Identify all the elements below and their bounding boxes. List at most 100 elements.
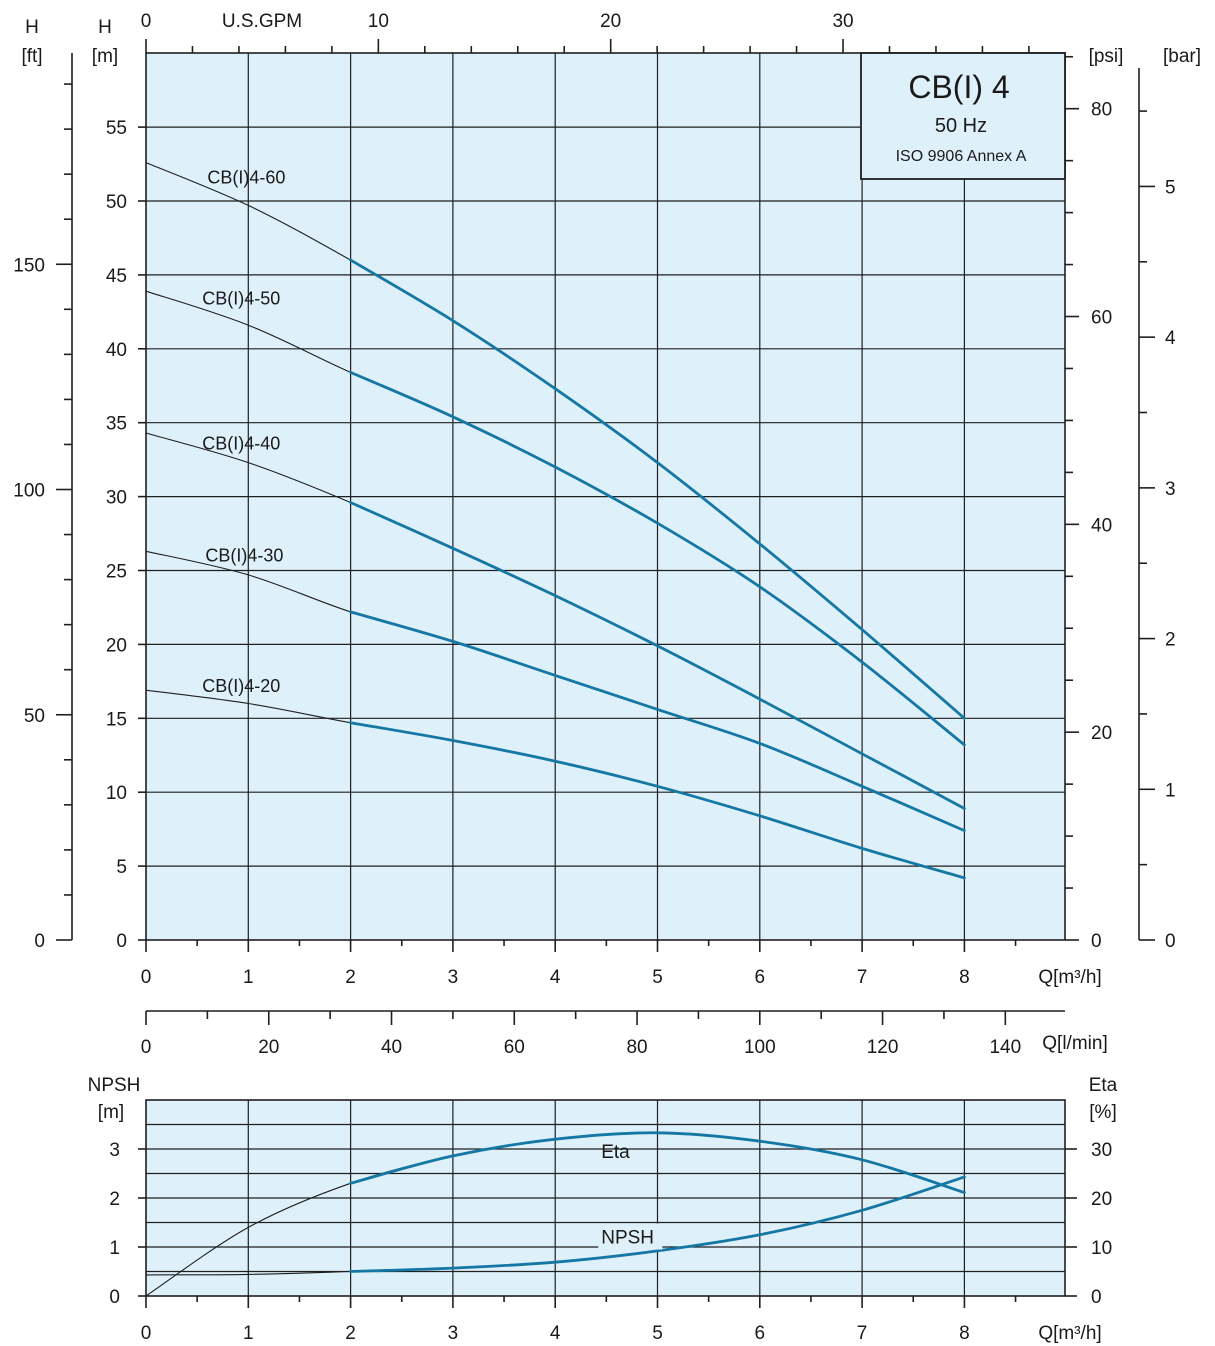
tick-label-m: 45 <box>106 266 127 287</box>
tick-label-q-lower: 0 <box>141 1323 152 1344</box>
tick-label-q-lower: 2 <box>345 1323 356 1344</box>
tick-label-psi: 0 <box>1091 931 1102 952</box>
curve-cb-i-4-50-line <box>349 371 966 747</box>
tick-label-npsh: 0 <box>109 1287 120 1308</box>
tick-label-lmin: 120 <box>867 1037 899 1058</box>
curve-eta-line <box>349 1131 966 1194</box>
chart-subtitle: 50 Hz <box>935 115 987 137</box>
curve-npsh-line <box>349 1175 966 1273</box>
tick-label-eta: 30 <box>1091 1140 1112 1161</box>
tick-label-m: 0 <box>116 931 127 952</box>
label-psi: [psi] <box>1089 46 1124 67</box>
title-box: CB(I) 4 50 Hz ISO 9906 Annex A <box>860 52 1066 180</box>
tick-label-gpm: 10 <box>368 11 389 32</box>
tick-label-m: 35 <box>106 414 127 435</box>
axis-pressure-psi: 0 20 40 60 80 <box>1065 55 1112 952</box>
tick-label-lmin: 20 <box>258 1037 279 1058</box>
series-label-cb-i-4-30: CB(I)4-30 <box>205 546 283 566</box>
tick-label-q-lower: 8 <box>959 1323 970 1344</box>
label-q-m3h-lower: Q[m³/h] <box>1038 1323 1101 1344</box>
tick-label-q-lower: 7 <box>857 1323 868 1344</box>
axis-pressure-bar: 0 1 2 3 4 5 <box>1138 68 1176 952</box>
tick-label-m: 50 <box>106 192 127 213</box>
tick-label-q: 2 <box>345 967 356 988</box>
tick-label-q: 8 <box>959 967 970 988</box>
tick-label-q-lower: 5 <box>652 1323 663 1344</box>
tick-label-lmin: 100 <box>744 1037 776 1058</box>
axis-eta-percent: 0 10 20 30 <box>1065 1140 1112 1308</box>
curve-cb-i-4-30-line <box>349 610 966 832</box>
chart-note: ISO 9906 Annex A <box>896 148 1027 165</box>
series-label-cb-i-4-40: CB(I)4-40 <box>202 433 280 453</box>
label-npsh: NPSH <box>88 1075 141 1096</box>
series-label-cb-i-4-50: CB(I)4-50 <box>202 289 280 309</box>
tick-label-q-lower: 6 <box>755 1323 766 1344</box>
head-chart: CB(I)4-60 CB(I)4-50 CB(I)4-40 CB(I)4-30 CB(I… <box>13 11 1201 1058</box>
tick-label-bar: 0 <box>1165 931 1176 952</box>
tick-label-ft: 100 <box>13 481 45 502</box>
tick-label-gpm: 0 <box>141 11 152 32</box>
tick-label-m: 25 <box>106 562 127 583</box>
tick-label-bar: 5 <box>1165 177 1176 198</box>
label-q-m3h: Q[m³/h] <box>1038 967 1101 988</box>
tick-label-m: 20 <box>106 635 127 656</box>
curve-cb-i-4-40-line <box>349 501 966 810</box>
tick-label-q: 1 <box>243 967 254 988</box>
tick-label-bar: 1 <box>1165 780 1176 801</box>
label-h-ft-unit: [ft] <box>21 46 42 67</box>
tick-label-q: 4 <box>550 967 561 988</box>
tick-label-q: 6 <box>755 967 766 988</box>
tick-label-q-lower: 3 <box>448 1323 459 1344</box>
label-bg <box>598 1223 663 1250</box>
tick-label-ft: 150 <box>13 255 45 276</box>
tick-label-ft: 50 <box>24 706 45 727</box>
tick-label-m: 10 <box>106 783 127 804</box>
axis-head-m: 0 5 10 15 20 25 30 35 40 45 50 55 <box>106 118 146 952</box>
tick-label-lmin: 140 <box>989 1037 1021 1058</box>
axis-head-ft: 0 50 100 150 <box>13 53 73 952</box>
tick-label-m: 40 <box>106 340 127 361</box>
tick-label-lmin: 80 <box>626 1037 647 1058</box>
tick-label-psi: 40 <box>1091 515 1112 536</box>
tick-label-npsh: 2 <box>109 1189 120 1210</box>
tick-label-m: 15 <box>106 709 127 730</box>
axis-npsh-m: 0 1 2 3 <box>109 1140 146 1308</box>
tick-label-npsh: 3 <box>109 1140 120 1161</box>
tick-label-bar: 3 <box>1165 479 1176 500</box>
label-gpm: U.S.GPM <box>222 11 302 32</box>
chart-title: CB(I) 4 <box>908 69 1009 105</box>
head-curves: CB(I)4-60 CB(I)4-50 CB(I)4-40 CB(I)4-30 CB(I… <box>145 162 966 880</box>
tick-label-eta: 20 <box>1091 1189 1112 1210</box>
label-eta: Eta <box>1089 1075 1118 1096</box>
tick-label-q: 3 <box>448 967 459 988</box>
tick-label-q: 5 <box>652 967 663 988</box>
series-label-cb-i-4-60: CB(I)4-60 <box>207 167 285 187</box>
tick-label-lmin: 40 <box>381 1037 402 1058</box>
tick-label-ft: 0 <box>34 931 45 952</box>
curve-cb-i-4-60-line <box>349 258 966 720</box>
axis-flow-lmin: 0 20 40 60 80 100 120 140 <box>141 1010 1065 1058</box>
tick-label-q: 7 <box>857 967 868 988</box>
npsh-eta-curves: Eta NPSH <box>145 1131 966 1297</box>
tick-label-lmin: 0 <box>141 1037 152 1058</box>
series-label-cb-i-4-20: CB(I)4-20 <box>202 676 280 696</box>
tick-label-lmin: 60 <box>504 1037 525 1058</box>
label-h-m-unit: [m] <box>92 46 118 67</box>
tick-label-psi: 80 <box>1091 100 1112 121</box>
label-bar: [bar] <box>1163 46 1201 67</box>
tick-label-m: 55 <box>106 118 127 139</box>
tick-label-q: 0 <box>141 967 152 988</box>
tick-label-psi: 60 <box>1091 308 1112 329</box>
tick-label-bar: 4 <box>1165 328 1176 349</box>
label-h-m: H <box>98 17 112 38</box>
tick-label-q-lower: 4 <box>550 1323 561 1344</box>
axis-flow-m3h-lower: 0 1 2 3 4 5 6 7 8 <box>141 1296 1017 1344</box>
tick-label-gpm: 20 <box>600 11 621 32</box>
tick-label-eta: 10 <box>1091 1238 1112 1259</box>
tick-label-q-lower: 1 <box>243 1323 254 1344</box>
tick-label-m: 5 <box>116 857 127 878</box>
label-q-lmin: Q[l/min] <box>1042 1033 1107 1054</box>
tick-label-bar: 2 <box>1165 630 1176 651</box>
npsh-grid <box>146 1100 1065 1296</box>
